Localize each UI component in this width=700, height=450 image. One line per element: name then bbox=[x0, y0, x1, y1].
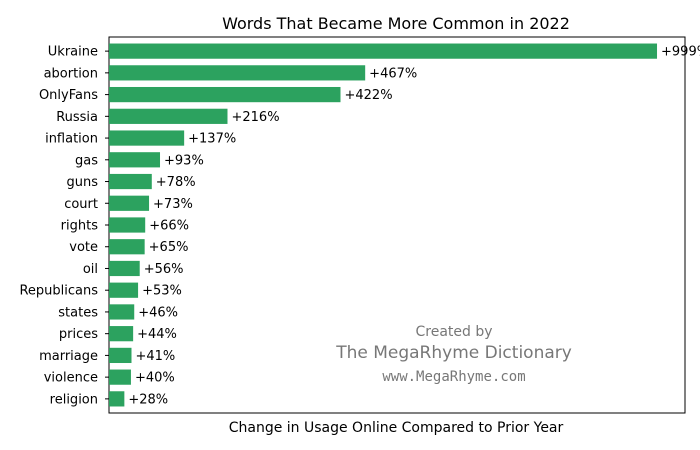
bar-oil bbox=[109, 260, 140, 277]
watermark-dictionary-name: The MegaRhyme Dictionary bbox=[335, 343, 572, 363]
category-label: rights bbox=[61, 219, 99, 234]
bar-religion bbox=[109, 391, 125, 407]
category-label: vote bbox=[69, 240, 98, 255]
bar-ukraine bbox=[109, 43, 658, 59]
tick-marks-group bbox=[105, 50, 109, 400]
value-label: +93% bbox=[164, 153, 204, 168]
value-label: +40% bbox=[135, 371, 175, 386]
category-label: prices bbox=[59, 327, 98, 342]
value-label: +41% bbox=[135, 349, 175, 364]
watermark-created-by: Created by bbox=[415, 324, 492, 340]
category-label: OnlyFans bbox=[39, 88, 98, 103]
category-label: Republicans bbox=[19, 284, 98, 299]
value-label: +28% bbox=[128, 392, 168, 407]
category-label: inflation bbox=[45, 132, 98, 147]
x-axis-label: Change in Usage Online Compared to Prior… bbox=[229, 420, 564, 436]
bar-violence bbox=[109, 369, 131, 385]
bar-inflation bbox=[109, 130, 185, 146]
bar-russia bbox=[109, 108, 228, 124]
value-label: +73% bbox=[153, 197, 193, 212]
value-label: +65% bbox=[149, 240, 189, 255]
category-label: abortion bbox=[44, 66, 98, 81]
bar-guns bbox=[109, 173, 152, 190]
value-label: +46% bbox=[138, 305, 178, 320]
bar-court bbox=[109, 195, 150, 211]
bar-vote bbox=[109, 239, 145, 255]
bar-abortion bbox=[109, 65, 366, 81]
value-label: +44% bbox=[137, 327, 177, 342]
value-label: +216% bbox=[231, 110, 279, 125]
category-labels-group: Ukraine abortion OnlyFans Russia inflation ga… bbox=[19, 45, 98, 408]
category-label: guns bbox=[66, 175, 98, 190]
category-label: religion bbox=[50, 392, 98, 407]
bar-onlyfans bbox=[109, 86, 341, 103]
bar-prices bbox=[109, 326, 134, 342]
category-label: Russia bbox=[56, 110, 98, 125]
value-label: +999% bbox=[661, 45, 700, 60]
bar-gas bbox=[109, 152, 161, 168]
value-label: +66% bbox=[149, 219, 189, 234]
value-label: +422% bbox=[344, 88, 392, 103]
value-label: +137% bbox=[188, 132, 236, 147]
category-label: violence bbox=[44, 371, 98, 386]
chart-title: Words That Became More Common in 2022 bbox=[222, 14, 570, 33]
bar-rights bbox=[109, 217, 146, 233]
category-label: states bbox=[58, 305, 98, 320]
category-label: court bbox=[64, 197, 98, 212]
category-label: gas bbox=[75, 153, 98, 168]
bar-states bbox=[109, 304, 135, 320]
category-label: Ukraine bbox=[48, 45, 98, 60]
value-label: +56% bbox=[144, 262, 184, 277]
watermark-url: www.MegaRhyme.com bbox=[382, 369, 525, 385]
bar-republicans bbox=[109, 282, 139, 298]
bars-group bbox=[109, 43, 658, 407]
value-labels-group: +999% +467% +422% +216% +137% +93% +78% +73% +66… bbox=[128, 45, 700, 408]
bar-marriage bbox=[109, 347, 132, 364]
category-label: oil bbox=[83, 262, 98, 277]
value-label: +78% bbox=[156, 175, 196, 190]
value-label: +53% bbox=[142, 284, 182, 299]
category-label: marriage bbox=[39, 349, 98, 364]
value-label: +467% bbox=[369, 66, 417, 81]
